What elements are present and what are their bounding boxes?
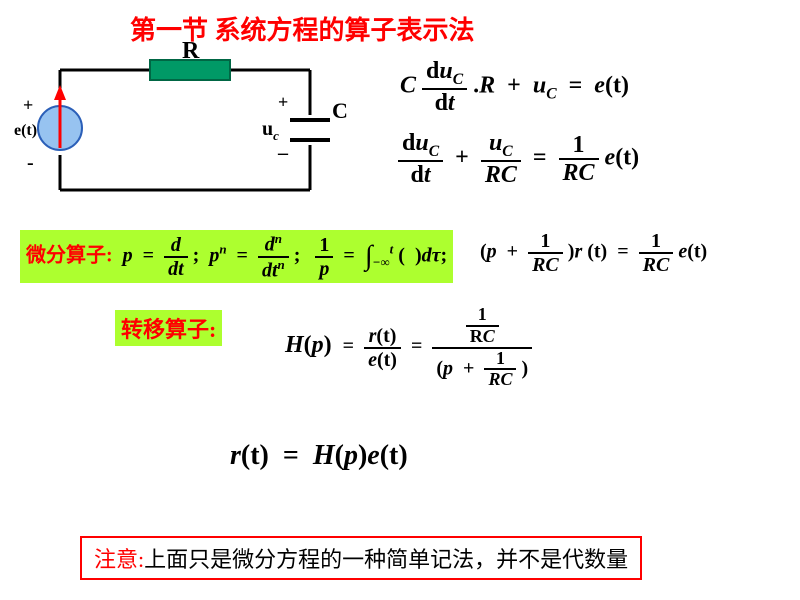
source-label: e(t) bbox=[14, 122, 37, 140]
equation-2: duC dt + uC RC = 1 RC e(t) bbox=[398, 130, 639, 188]
uc-label: uc bbox=[262, 118, 279, 144]
note-box: 注意:上面只是微分方程的一种简单记法，并不是代数量 bbox=[80, 536, 642, 580]
output-equation: r(t) = H(p)e(t) bbox=[230, 440, 408, 472]
note-text: 上面只是微分方程的一种简单记法，并不是代数量 bbox=[144, 547, 628, 572]
capacitor-label: C bbox=[332, 98, 348, 124]
cap-minus: – bbox=[278, 142, 288, 165]
source-plus: + bbox=[23, 95, 33, 116]
circuit-diagram: R C + - e(t) + – uc bbox=[20, 40, 350, 210]
equation-operator-form: (p + 1 RC )r (t) = 1 RC e(t) bbox=[480, 230, 707, 276]
transfer-operator-label: 转移算子: bbox=[115, 310, 222, 346]
note-label: 注意: bbox=[94, 547, 144, 572]
cap-plus: + bbox=[278, 92, 288, 113]
source-minus: - bbox=[27, 152, 34, 175]
equation-1: C duC dt .R + uC = e(t) bbox=[400, 58, 629, 116]
transfer-function: H(p) = r(t) e(t) = 1 RC (p + 1 RC ) bbox=[285, 305, 532, 390]
resistor-label: R bbox=[182, 38, 199, 65]
circuit-svg bbox=[20, 40, 350, 210]
diff-operator-definition: 微分算子: p = d dt ; pn = dn dtn ; 1 p = ∫−∞… bbox=[20, 230, 453, 283]
